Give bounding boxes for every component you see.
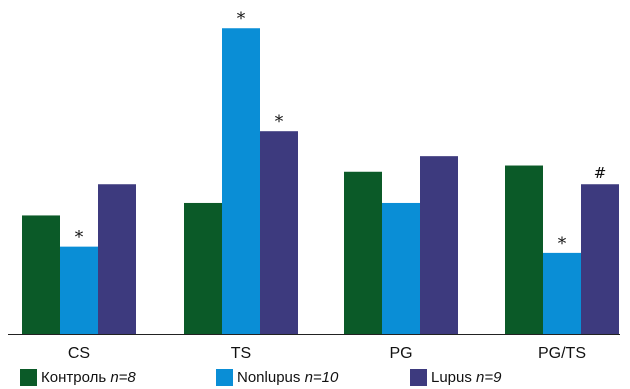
legend: Контроль n=8 Nonlupus n=10 Lupus n=9 (0, 366, 630, 388)
significance-marker: # (594, 164, 607, 182)
significance-marker: * (275, 112, 284, 132)
legend-label-nonlupus: Nonlupus n=10 (237, 368, 339, 386)
bar-lupus-cs (98, 184, 136, 334)
bar-nonlupus-ts (222, 28, 260, 335)
legend-swatch-control (20, 368, 37, 386)
bar-chart: * CS * * TS PG * # PG/TS (8, 9, 620, 362)
x-tick-label: PG (389, 345, 412, 362)
legend-label-lupus: Lupus n=9 (431, 368, 502, 386)
bar-nonlupus-pg (382, 202, 420, 334)
bar-nonlupus-pg-ts (543, 252, 581, 334)
bar-control-pg-ts (505, 165, 543, 334)
legend-item-nonlupus: Nonlupus n=10 (216, 366, 338, 388)
x-tick-label: CS (68, 345, 90, 362)
bar-lupus-ts (260, 131, 298, 334)
bar-control-ts (184, 202, 222, 334)
legend-label-control: Контроль n=8 (41, 368, 136, 386)
bar-control-cs (22, 215, 60, 334)
legend-swatch-lupus (410, 368, 427, 386)
significance-marker: * (75, 228, 84, 248)
x-tick-label: PG/TS (538, 345, 586, 362)
significance-marker: * (237, 9, 246, 29)
legend-swatch-nonlupus (216, 368, 233, 386)
legend-item-control: Контроль n=8 (20, 366, 136, 388)
bar-lupus-pg (420, 156, 458, 334)
bar-nonlupus-cs (60, 246, 98, 334)
bar-lupus-pg-ts (581, 184, 619, 334)
x-tick-label: TS (231, 345, 251, 362)
legend-item-lupus: Lupus n=9 (410, 366, 502, 388)
significance-marker: * (558, 234, 567, 254)
bar-control-pg (344, 171, 382, 334)
